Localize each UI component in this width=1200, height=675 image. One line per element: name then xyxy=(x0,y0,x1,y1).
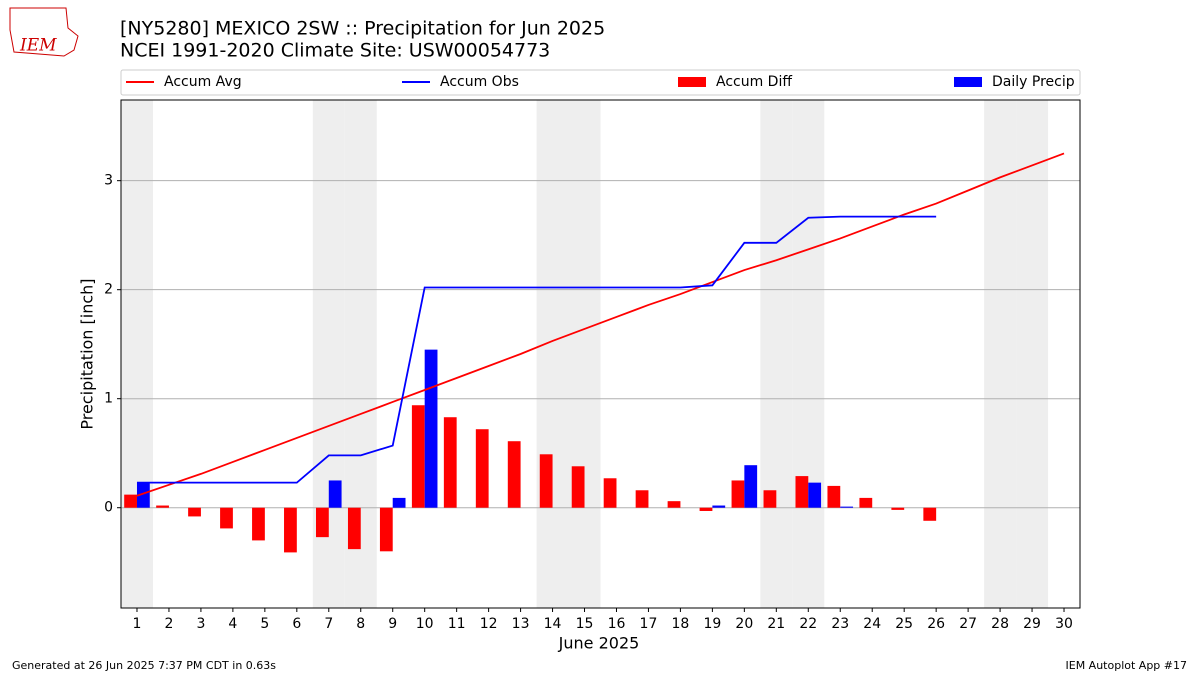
x-tick-label: 4 xyxy=(228,616,237,632)
bar xyxy=(603,478,617,508)
legend-label: Accum Avg xyxy=(164,74,242,90)
chart-title: [NY5280] MEXICO 2SW :: Precipitation for… xyxy=(120,18,605,40)
bar xyxy=(667,501,681,508)
bar xyxy=(379,507,393,552)
bar xyxy=(220,507,233,529)
bar xyxy=(699,507,713,511)
x-tick-label: 20 xyxy=(735,616,753,632)
bar xyxy=(859,497,873,508)
legend-label: Accum Diff xyxy=(716,74,792,90)
y-tick-label: 0 xyxy=(104,500,113,516)
x-tick-label: 16 xyxy=(608,616,626,632)
x-tick-label: 30 xyxy=(1055,616,1073,632)
legend-swatch xyxy=(954,77,982,87)
weekend-shade xyxy=(792,100,825,608)
bar xyxy=(136,482,150,508)
x-tick-label: 11 xyxy=(448,616,466,632)
bar xyxy=(392,497,406,508)
x-tick-label: 6 xyxy=(292,616,301,632)
x-tick-label: 5 xyxy=(260,616,269,632)
x-tick-label: 26 xyxy=(927,616,945,632)
x-tick-label: 9 xyxy=(388,616,397,632)
bar xyxy=(124,494,137,508)
bar xyxy=(891,507,905,510)
bar xyxy=(252,507,265,541)
bar xyxy=(808,482,822,508)
x-tick-label: 3 xyxy=(196,616,205,632)
bar xyxy=(731,480,745,508)
bar xyxy=(635,490,649,508)
legend-label: Daily Precip xyxy=(992,74,1075,90)
x-tick-label: 25 xyxy=(895,616,913,632)
x-tick-label: 10 xyxy=(416,616,434,632)
bar xyxy=(539,454,553,508)
y-axis-label: Precipitation [inch] xyxy=(78,278,97,429)
x-tick-label: 1 xyxy=(133,616,142,632)
x-tick-label: 12 xyxy=(480,616,498,632)
x-tick-label: 27 xyxy=(959,616,977,632)
bar xyxy=(763,490,777,508)
x-tick-label: 7 xyxy=(324,616,333,632)
x-tick-label: 24 xyxy=(863,616,881,632)
chart-subtitle: NCEI 1991-2020 Climate Site: USW00054773 xyxy=(120,40,550,62)
legend-swatch xyxy=(678,77,706,87)
bar xyxy=(443,417,457,508)
bar xyxy=(411,405,425,508)
x-tick-label: 17 xyxy=(640,616,658,632)
x-tick-label: 19 xyxy=(703,616,721,632)
bar xyxy=(347,507,361,550)
bar xyxy=(315,507,329,538)
line xyxy=(136,152,1065,497)
x-tick-label: 23 xyxy=(831,616,849,632)
bar xyxy=(424,349,438,508)
x-tick-label: 13 xyxy=(512,616,530,632)
x-tick-label: 18 xyxy=(672,616,690,632)
x-tick-label: 21 xyxy=(767,616,785,632)
weekend-shade xyxy=(536,100,569,608)
x-tick-label: 29 xyxy=(1023,616,1041,632)
logo: IEM xyxy=(9,7,79,57)
logo-text: IEM xyxy=(19,36,57,56)
bar xyxy=(795,476,809,508)
footer-left: Generated at 26 Jun 2025 7:37 PM CDT in … xyxy=(12,659,276,672)
y-tick-label: 3 xyxy=(104,173,113,189)
bar xyxy=(923,507,937,521)
bar xyxy=(507,441,521,508)
weekend-shade xyxy=(568,100,601,608)
bar xyxy=(284,507,297,553)
x-axis-label: June 2025 xyxy=(558,634,640,653)
bar xyxy=(328,480,342,508)
bar xyxy=(188,507,201,517)
bar xyxy=(156,505,169,508)
bar xyxy=(571,466,585,508)
bar xyxy=(827,485,841,508)
y-tick-label: 1 xyxy=(104,391,113,407)
x-tick-label: 2 xyxy=(164,616,173,632)
x-tick-label: 22 xyxy=(799,616,817,632)
bar xyxy=(712,505,726,508)
footer-right: IEM Autoplot App #17 xyxy=(1066,659,1188,672)
bar xyxy=(744,465,758,508)
legend-label: Accum Obs xyxy=(440,74,519,90)
weekend-shade xyxy=(121,100,153,608)
line xyxy=(136,215,937,484)
plot-frame xyxy=(120,99,1081,609)
x-tick-label: 8 xyxy=(356,616,365,632)
x-tick-label: 14 xyxy=(544,616,562,632)
y-tick-label: 2 xyxy=(104,282,113,298)
weekend-shade xyxy=(760,100,793,608)
weekend-shade xyxy=(984,100,1017,608)
legend-box xyxy=(120,69,1081,96)
weekend-shade xyxy=(1016,100,1049,608)
bar xyxy=(475,429,489,508)
bar xyxy=(840,506,854,508)
x-tick-label: 15 xyxy=(576,616,594,632)
x-tick-label: 28 xyxy=(991,616,1009,632)
